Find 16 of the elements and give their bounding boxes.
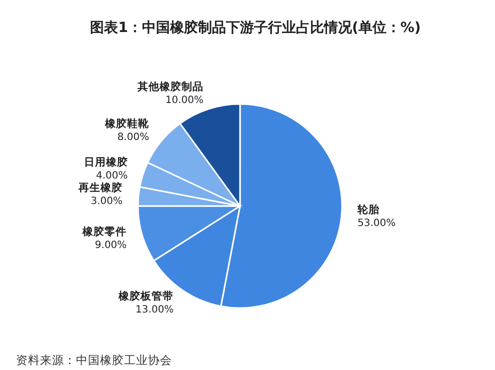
slice-label: 再生橡胶 — [78, 180, 123, 194]
slice-label: 日用橡胶 — [84, 156, 128, 169]
data-label: 3.00% — [90, 196, 123, 207]
slice-label: 轮胎 — [356, 203, 380, 216]
data-label: 10.00% — [165, 94, 204, 106]
data-label: 53.00% — [357, 218, 396, 230]
data-label: 13.00% — [136, 304, 174, 316]
slice-label: 橡胶鞋靴 — [104, 116, 150, 130]
text: 资料来源：中国橡胶工业协会 — [16, 353, 172, 367]
data-label: 4.00% — [96, 170, 128, 182]
slice-label: 橡胶板管带 — [118, 290, 174, 303]
chart-title: 图表1：中国橡胶制品下游子行业占比情况(单位：%) — [90, 19, 421, 36]
slice-label: 其他橡胶制品 — [136, 80, 204, 93]
data-label: 9.00% — [94, 240, 127, 251]
slice-label: 橡胶零件 — [82, 224, 127, 238]
data-label: 8.00% — [117, 132, 150, 143]
